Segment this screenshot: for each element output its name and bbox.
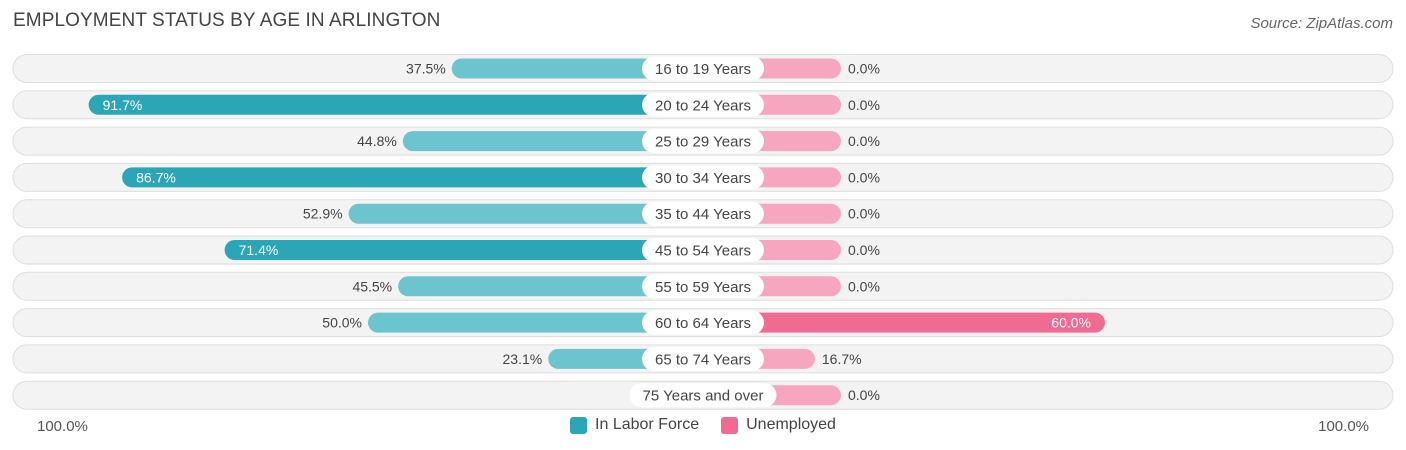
category-pill-65-to-74-years bbox=[642, 346, 764, 371]
labor-bar-16-to-19-years bbox=[451, 58, 703, 79]
labor-bar-60-to-64-years bbox=[368, 312, 703, 333]
labor-value-label-20-to-24-years: 91.7% bbox=[103, 97, 143, 113]
labor-bar-35-to-44-years bbox=[348, 203, 703, 224]
labor-value-label-35-to-44-years: 52.9% bbox=[303, 206, 343, 222]
unemployed-value-label-75-years-and-over: 0.0% bbox=[848, 387, 880, 403]
unemployed-value-label-25-to-29-years: 0.0% bbox=[848, 133, 880, 149]
labor-bar-25-to-29-years bbox=[402, 131, 703, 152]
legend-swatch-unemployed bbox=[721, 416, 739, 434]
axis-right-label: 100.0% bbox=[1318, 418, 1369, 435]
category-pill-35-to-44-years bbox=[642, 201, 764, 226]
axis-left-label: 100.0% bbox=[37, 418, 88, 435]
unemployed-value-label-45-to-54-years: 0.0% bbox=[848, 242, 880, 258]
unemployed-value-label-30-to-34-years: 0.0% bbox=[848, 169, 880, 185]
category-label-35-to-44-years: 35 to 44 Years bbox=[655, 206, 751, 223]
category-pill-20-to-24-years bbox=[642, 92, 764, 117]
labor-bar-45-to-54-years bbox=[224, 240, 703, 260]
unemployed-value-label-35-to-44-years: 0.0% bbox=[848, 206, 880, 222]
unemployed-value-label-65-to-74-years: 16.7% bbox=[822, 351, 862, 367]
unemployed-value-label-60-to-64-years: 60.0% bbox=[1051, 315, 1091, 331]
category-pill-30-to-34-years bbox=[642, 165, 764, 190]
unemployed-value-label-16-to-19-years: 0.0% bbox=[848, 61, 880, 77]
labor-value-label-25-to-29-years: 44.8% bbox=[357, 133, 397, 149]
legend-label-unemployed: Unemployed bbox=[746, 416, 836, 433]
category-pill-55-to-59-years bbox=[642, 274, 764, 299]
category-label-16-to-19-years: 16 to 19 Years bbox=[655, 61, 751, 78]
labor-bar-55-to-59-years bbox=[398, 276, 703, 297]
legend: In Labor Force Unemployed bbox=[0, 416, 1406, 434]
unemployed-value-label-55-to-59-years: 0.0% bbox=[848, 278, 880, 294]
labor-value-label-16-to-19-years: 37.5% bbox=[406, 61, 446, 77]
category-label-65-to-74-years: 65 to 74 Years bbox=[655, 351, 751, 368]
category-label-45-to-54-years: 45 to 54 Years bbox=[655, 243, 751, 260]
legend-swatch-labor-force bbox=[570, 416, 588, 434]
source-credit: Source: ZipAtlas.com bbox=[1250, 15, 1393, 32]
legend-item-labor-force: In Labor Force bbox=[570, 416, 699, 434]
chart-plot: 37.5% 0.0% 16 to 19 Years 91.7% 0.0% 20 to 24… bbox=[12, 54, 1394, 410]
category-pill-25-to-29-years bbox=[642, 129, 764, 154]
category-pill-60-to-64-years bbox=[642, 310, 764, 335]
category-label-25-to-29-years: 25 to 29 Years bbox=[655, 134, 751, 151]
category-pill-16-to-19-years bbox=[642, 56, 764, 81]
unemployed-bar-60-to-64-years bbox=[703, 312, 1105, 333]
category-pill-75-years-and-over bbox=[629, 383, 777, 408]
labor-value-label-45-to-54-years: 71.4% bbox=[239, 242, 279, 258]
labor-bar-30-to-34-years bbox=[122, 167, 704, 188]
unemployed-value-label-20-to-24-years: 0.0% bbox=[848, 97, 880, 113]
category-label-60-to-64-years: 60 to 64 Years bbox=[655, 315, 751, 332]
chart-title: EMPLOYMENT STATUS BY AGE IN ARLINGTON bbox=[13, 10, 441, 31]
category-label-75-years-and-over: 75 Years and over bbox=[643, 388, 764, 405]
category-label-30-to-34-years: 30 to 34 Years bbox=[655, 170, 751, 187]
category-label-20-to-24-years: 20 to 24 Years bbox=[655, 97, 751, 114]
category-label-55-to-59-years: 55 to 59 Years bbox=[655, 279, 751, 296]
labor-value-label-30-to-34-years: 86.7% bbox=[136, 169, 176, 185]
labor-bar-20-to-24-years bbox=[88, 94, 704, 115]
labor-value-label-55-to-59-years: 45.5% bbox=[352, 278, 392, 294]
labor-value-label-65-to-74-years: 23.1% bbox=[503, 351, 543, 367]
legend-label-labor-force: In Labor Force bbox=[595, 416, 700, 433]
legend-item-unemployed: Unemployed bbox=[721, 416, 836, 434]
labor-value-label-60-to-64-years: 50.0% bbox=[322, 315, 362, 331]
category-pill-45-to-54-years bbox=[642, 238, 764, 262]
